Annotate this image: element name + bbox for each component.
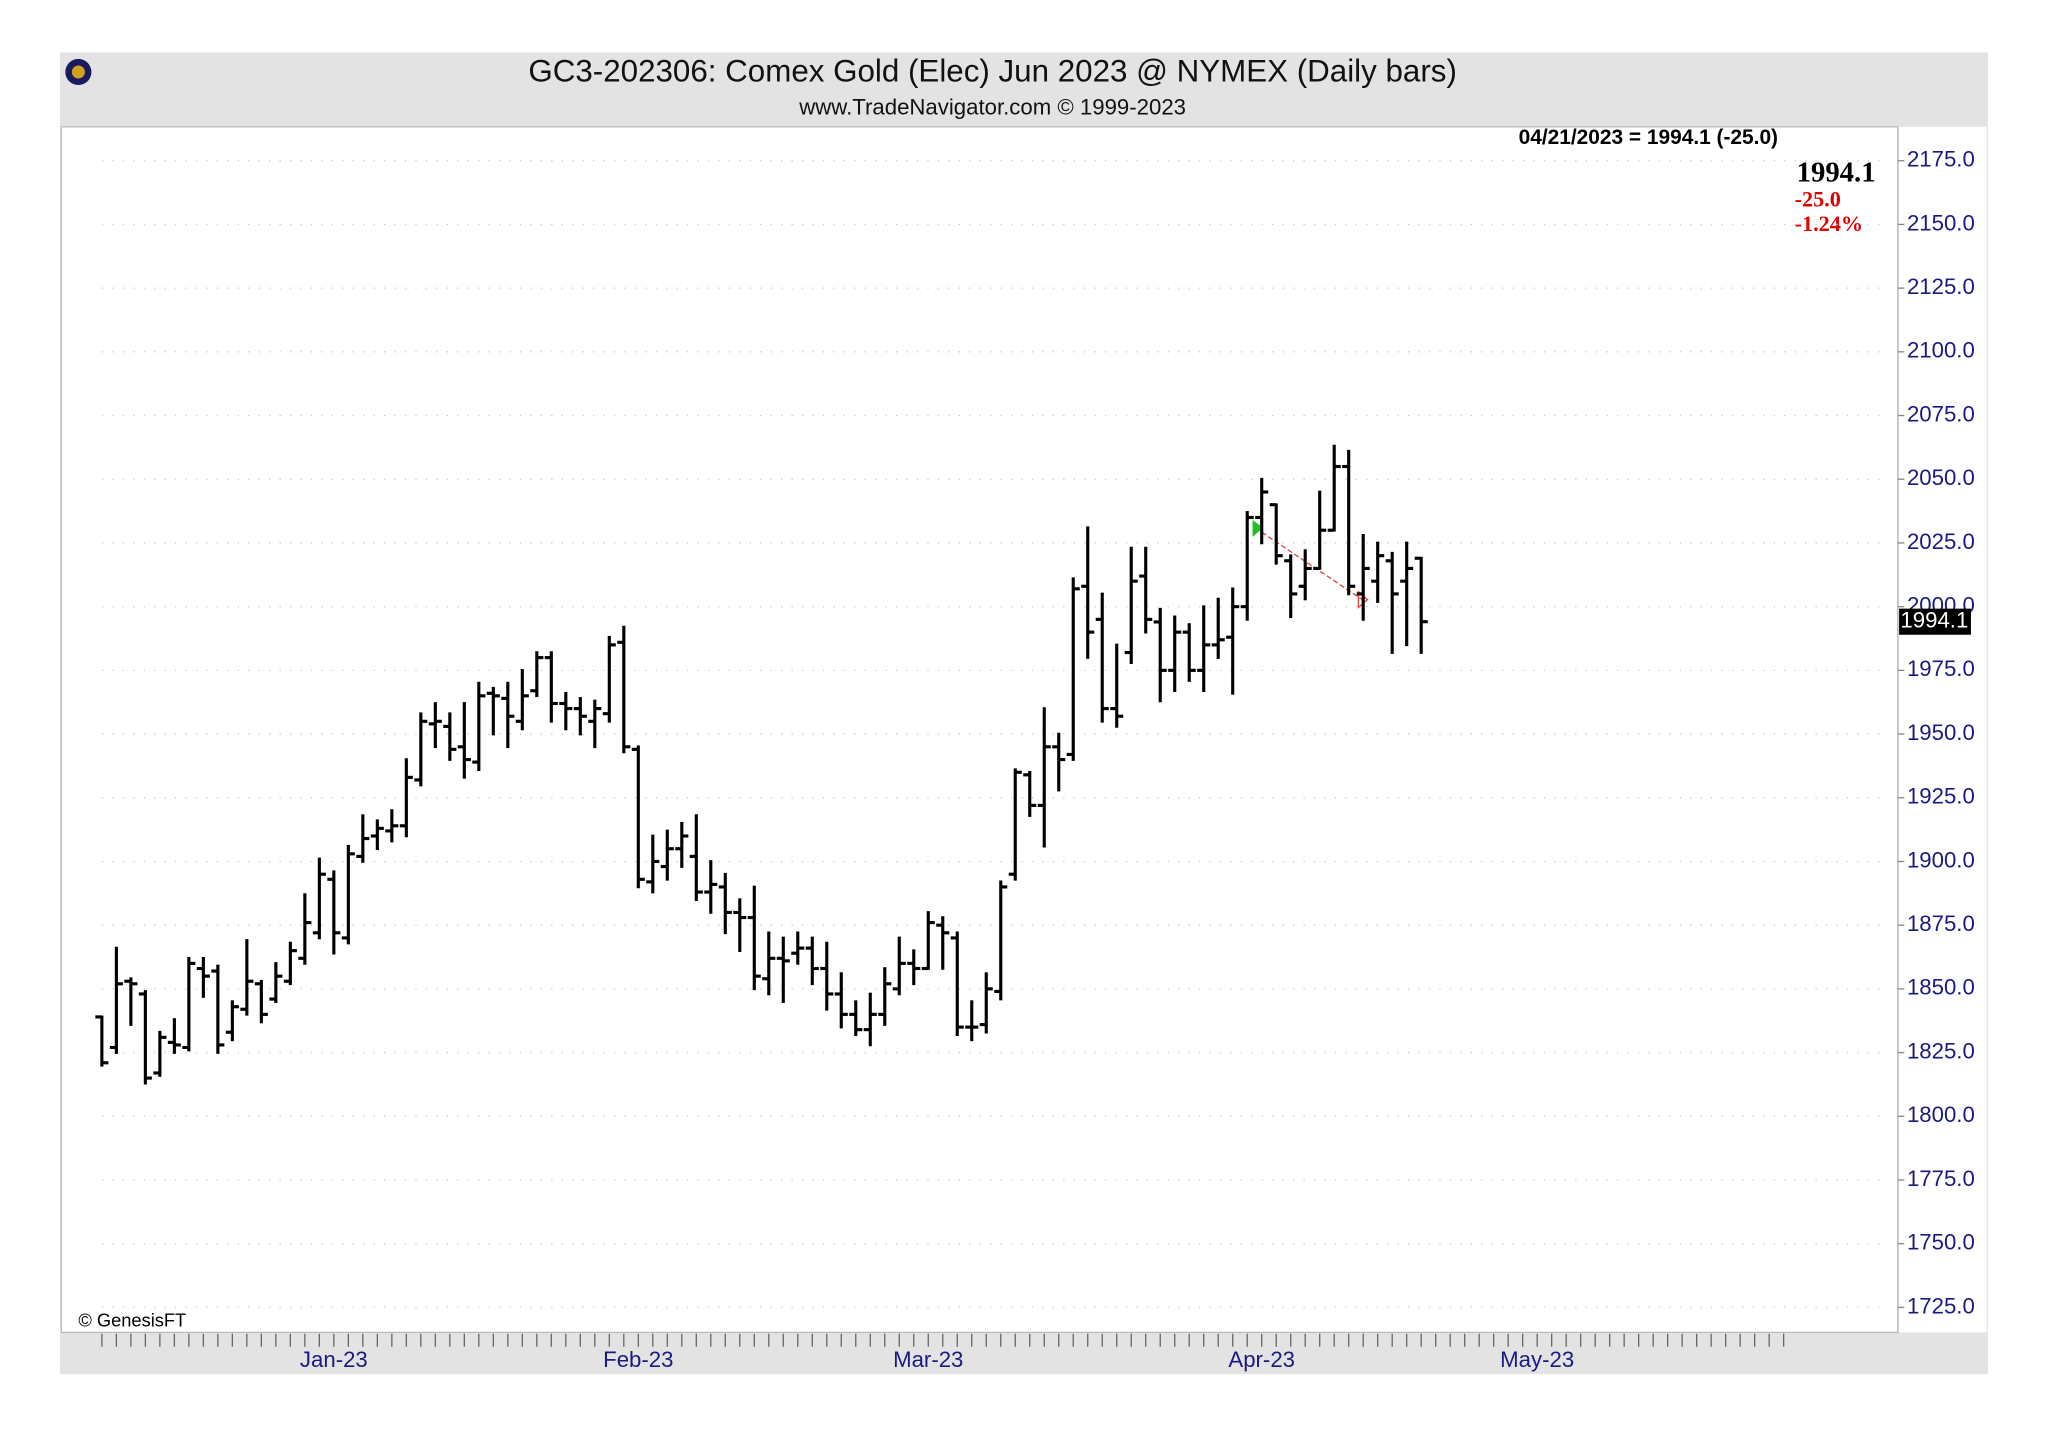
y-tick-label: 2175.0 [1907,147,1975,172]
trend-line [1254,527,1363,601]
x-tick-label: Feb-23 [603,1347,673,1372]
y-tick-label: 1875.0 [1907,911,1975,936]
y-tick-label: 2025.0 [1907,529,1975,554]
x-tick-label: Jan-23 [300,1347,368,1372]
y-tick-label: 1900.0 [1907,847,1975,872]
x-tick-label: Apr-23 [1228,1347,1295,1372]
buy-marker [1252,519,1264,537]
last-price: 1994.1 [1797,157,1876,189]
copyright: © GenesisFT [78,1310,186,1331]
y-tick-label: 1825.0 [1907,1038,1975,1063]
x-tick-label: Mar-23 [893,1347,963,1372]
y-tick-label: 1750.0 [1907,1230,1975,1255]
percent-change: -1.24% [1795,211,1863,236]
y-tick-label: 1975.0 [1907,656,1975,681]
x-tick-label: May-23 [1500,1347,1574,1372]
y-tick-label: 2075.0 [1907,401,1975,426]
chart-subtitle: www.TradeNavigator.com © 1999-2023 [798,94,1186,119]
axis-area [1899,126,1987,1333]
plot-area [60,126,1899,1334]
y-tick-label: 2125.0 [1907,274,1975,299]
logo-inner [71,65,85,79]
header-note: 04/21/2023 = 1994.1 (-25.0) [1519,126,1778,149]
y-tick-label: 1800.0 [1907,1102,1975,1127]
y-tick-label: 1725.0 [1907,1293,1975,1318]
price-change: -25.0 [1795,186,1841,211]
y-tick-label: 2150.0 [1907,210,1975,235]
last-price-label: 1994.1 [1900,608,1968,633]
y-tick-label: 1950.0 [1907,720,1975,745]
y-tick-label: 2100.0 [1907,338,1975,363]
last-price-box [1899,608,1971,635]
chart-title: GC3-202306: Comex Gold (Elec) Jun 2023 @… [528,54,1457,89]
y-tick-label: 1925.0 [1907,784,1975,809]
y-tick-label: 2050.0 [1907,465,1975,490]
y-tick-label: 1775.0 [1907,1166,1975,1191]
y-tick-label: 1850.0 [1907,975,1975,1000]
